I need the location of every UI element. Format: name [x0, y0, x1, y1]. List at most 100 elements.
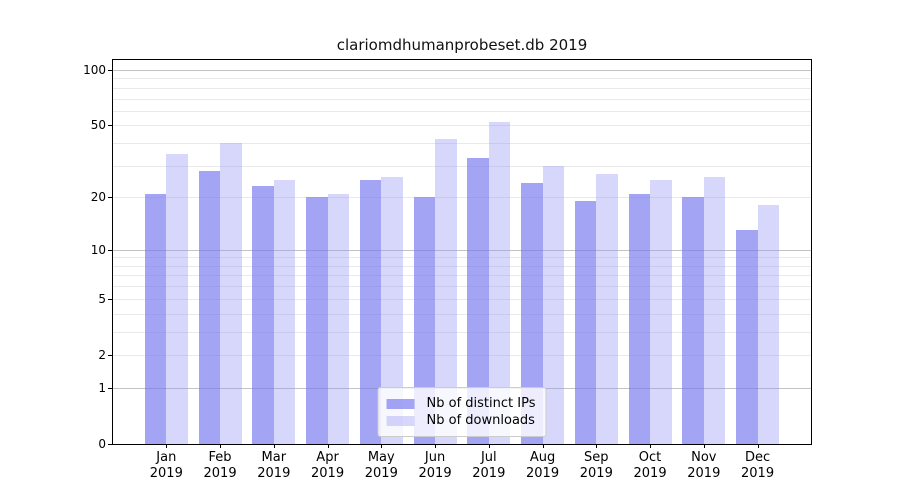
x-tickmark-jun [435, 444, 437, 448]
x-ticklabel-sep: Sep 2019 [556, 450, 636, 482]
bar-ips-jul [467, 158, 489, 444]
y-tickmark-5 [108, 298, 112, 300]
gridline-minor-20 [113, 197, 811, 199]
bar-downloads-nov [703, 176, 726, 444]
gridline-minor-50 [113, 125, 811, 127]
x-tickmark-dec [757, 444, 759, 448]
x-ticklabel-year: 2019 [579, 466, 613, 481]
bar-downloads-feb [220, 143, 242, 444]
legend-swatch-downloads [386, 415, 415, 426]
bar-ips-jan [144, 193, 167, 444]
x-tickmark-aug [542, 444, 544, 448]
x-ticklabel-nov: Nov 2019 [664, 450, 744, 482]
x-tickmark-nov [703, 444, 705, 448]
y-ticklabel-2: 2 [98, 347, 106, 362]
y-ticklabel-10: 10 [90, 242, 106, 257]
x-ticklabel-may: May 2019 [341, 450, 421, 482]
x-tickmark-may [381, 444, 383, 448]
x-ticklabel-jun: Jun 2019 [395, 450, 475, 482]
x-tickmark-jan [166, 444, 168, 448]
chart-title: clariomdhumanprobeset.db 2019 [336, 36, 588, 54]
x-ticklabel-year: 2019 [633, 466, 667, 481]
bar-downloads-jan [166, 153, 188, 444]
x-tickmark-apr [327, 444, 329, 448]
y-ticklabel-20: 20 [90, 190, 106, 205]
y-ticklabel-5: 5 [98, 291, 106, 306]
x-ticklabel-year: 2019 [741, 466, 775, 481]
gridline-minor-3 [113, 331, 811, 333]
bar-downloads-jul [488, 122, 511, 444]
x-ticklabel-jan: Jan 2019 [126, 450, 206, 482]
y-ticklabel-50: 50 [90, 118, 106, 133]
bar-ips-aug [521, 183, 543, 444]
bar-ips-jun [413, 197, 436, 444]
x-ticklabel-year: 2019 [311, 466, 345, 481]
gridline-minor-90 [113, 78, 811, 80]
bar-downloads-sep [596, 173, 618, 444]
bar-downloads-oct [650, 179, 672, 444]
gridline-minor-40 [113, 143, 811, 145]
gridline-minor-6 [113, 286, 811, 288]
gridline-minor-4 [113, 313, 811, 315]
gridline-minor-30 [113, 165, 811, 167]
x-ticklabel-aug: Aug 2019 [503, 450, 583, 482]
x-ticklabel-year: 2019 [526, 466, 560, 481]
y-tickmark-0 [108, 444, 112, 445]
bar-ips-feb [198, 171, 221, 444]
bar-ips-mar [252, 186, 274, 444]
gridline-minor-7 [113, 275, 811, 277]
legend-label-downloads: Nb of downloads [426, 413, 535, 428]
legend: Nb of distinct IPs Nb of downloads [377, 387, 547, 437]
x-ticklabel-mar: Mar 2019 [234, 450, 314, 482]
bar-downloads-jun [435, 139, 457, 444]
x-ticklabel-apr: Apr 2019 [288, 450, 368, 482]
bar-downloads-apr [327, 193, 350, 444]
x-ticklabel-year: 2019 [257, 466, 291, 481]
x-tickmark-feb [220, 444, 222, 448]
gridline-minor-5 [113, 298, 811, 300]
x-tickmark-mar [273, 444, 275, 448]
y-tickmark-20 [108, 197, 112, 199]
x-ticklabel-year: 2019 [364, 466, 398, 481]
gridline-minor-70 [113, 98, 811, 100]
bar-downloads-mar [273, 179, 296, 444]
bar-ips-sep [574, 201, 597, 444]
x-tickmark-sep [596, 444, 598, 448]
x-ticklabel-dec: Dec 2019 [718, 450, 798, 482]
y-ticklabel-100: 100 [83, 63, 106, 77]
gridline-minor-9 [113, 257, 811, 259]
y-ticklabel-1: 1 [98, 380, 106, 395]
gridline-major-100 [113, 70, 811, 71]
x-ticklabel-year: 2019 [203, 466, 237, 481]
legend-swatch-distinct-ips [386, 398, 415, 409]
bar-ips-nov [682, 197, 704, 444]
gridline-minor-2 [113, 354, 811, 356]
x-tickmark-jul [488, 444, 490, 448]
legend-item-distinct-ips: Nb of distinct IPs [386, 396, 536, 411]
x-ticklabel-jul: Jul 2019 [449, 450, 529, 482]
x-ticklabel-feb: Feb 2019 [180, 450, 260, 482]
y-tickmark-50 [108, 125, 112, 127]
x-ticklabel-year: 2019 [149, 466, 183, 481]
bar-downloads-may [381, 176, 403, 444]
x-tickmark-oct [650, 444, 652, 448]
y-ticklabel-0: 0 [98, 437, 106, 451]
y-tickmark-10 [108, 249, 112, 251]
x-ticklabel-year: 2019 [687, 466, 721, 481]
bar-ips-dec [736, 230, 758, 444]
y-tickmark-2 [108, 354, 112, 356]
gridline-major-10 [113, 249, 811, 251]
bar-ips-oct [628, 193, 651, 444]
bar-ips-may [359, 179, 382, 444]
y-tickmark-1 [108, 387, 112, 389]
y-tickmark-100 [108, 70, 112, 71]
legend-item-downloads: Nb of downloads [386, 413, 536, 428]
gridline-minor-80 [113, 87, 811, 89]
x-ticklabel-oct: Oct 2019 [610, 450, 690, 482]
plot-area: Nb of distinct IPs Nb of downloads [112, 59, 812, 445]
legend-label-distinct-ips: Nb of distinct IPs [426, 396, 536, 411]
gridline-minor-60 [113, 110, 811, 112]
bar-ips-apr [306, 197, 328, 444]
bar-downloads-aug [542, 165, 565, 444]
